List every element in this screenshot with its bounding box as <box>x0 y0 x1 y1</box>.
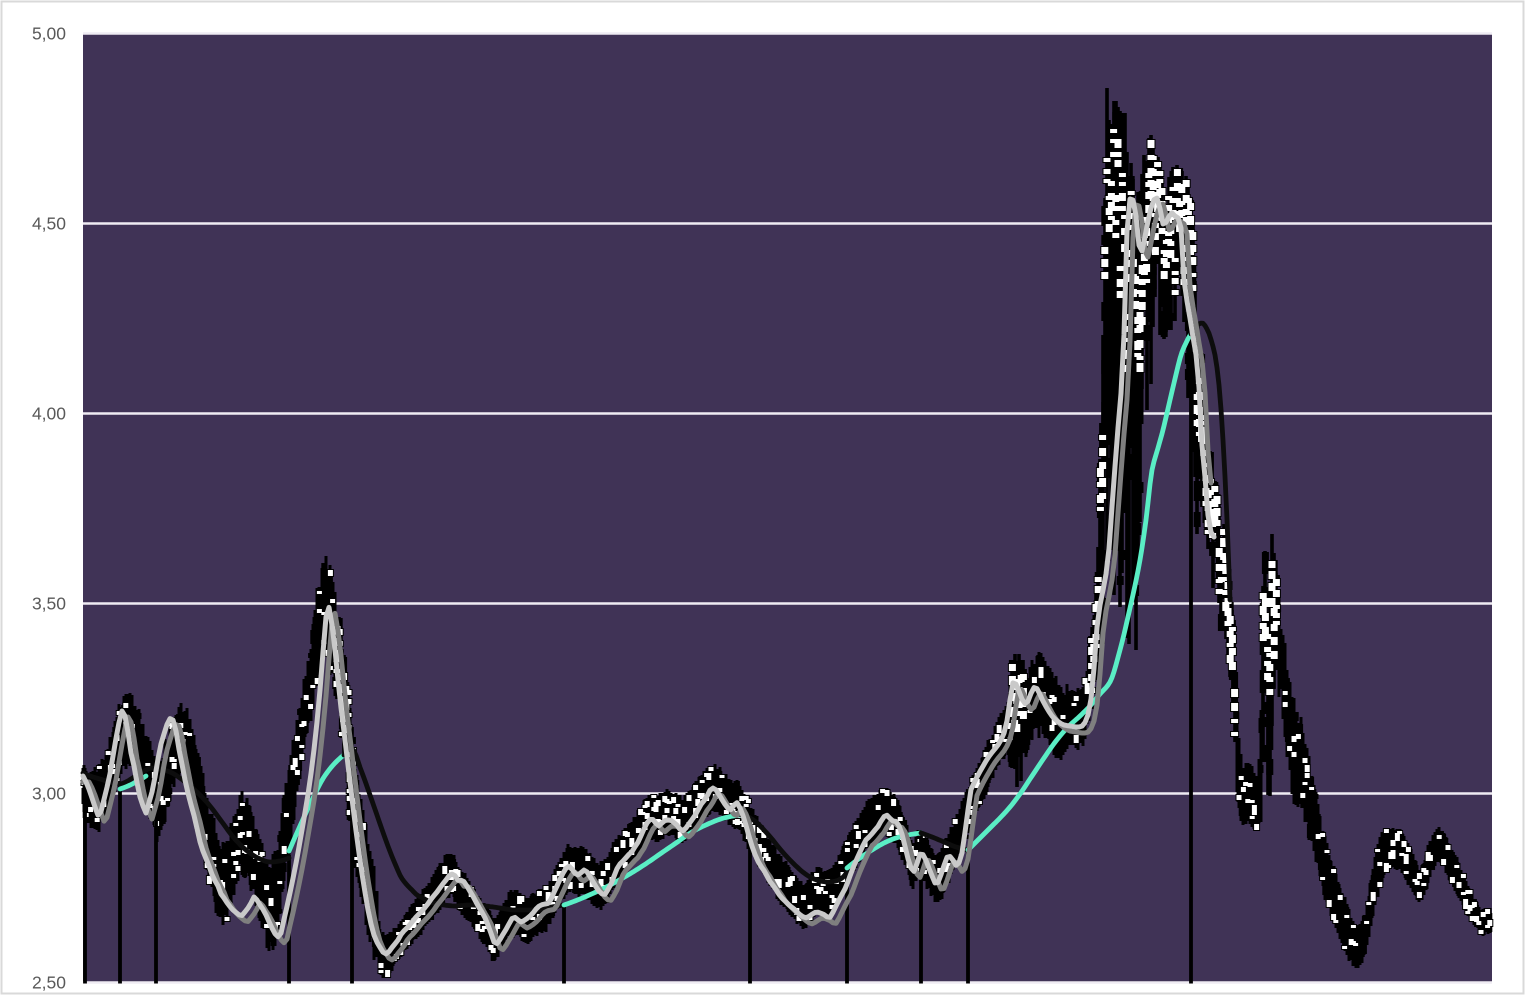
svg-text:5,00: 5,00 <box>32 24 66 44</box>
svg-text:4,50: 4,50 <box>32 214 66 234</box>
svg-text:2,50: 2,50 <box>32 973 66 993</box>
svg-text:3,00: 3,00 <box>32 784 66 804</box>
svg-text:3,50: 3,50 <box>32 594 66 614</box>
svg-text:4,00: 4,00 <box>32 404 66 424</box>
